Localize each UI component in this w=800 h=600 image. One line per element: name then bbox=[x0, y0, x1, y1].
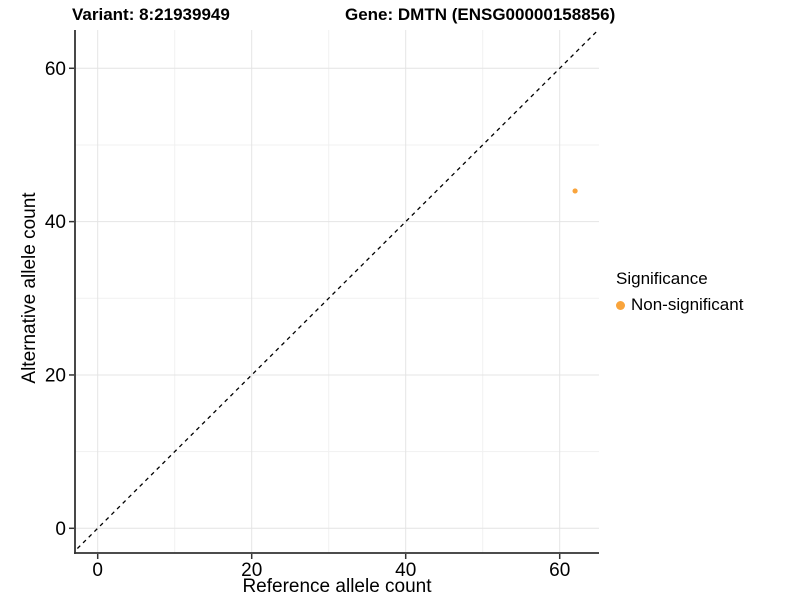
legend-title: Significance bbox=[616, 269, 708, 288]
legend-point-icon bbox=[616, 300, 625, 310]
legend-item: Non-significant bbox=[616, 295, 743, 315]
plot-title-variant: Variant: 8:21939949 bbox=[72, 5, 230, 24]
data-point bbox=[572, 188, 578, 194]
y-axis-title: Alternative allele count bbox=[19, 192, 40, 384]
y-tick-label: 40 bbox=[45, 212, 66, 233]
y-tick-label: 0 bbox=[55, 519, 66, 540]
legend-item-label: Non-significant bbox=[631, 295, 744, 314]
legend: Significance Non-significant bbox=[616, 269, 743, 315]
y-tick-label: 60 bbox=[45, 59, 66, 80]
x-tick-label: 60 bbox=[549, 560, 570, 581]
identity-line bbox=[75, 30, 599, 552]
x-tick-label: 0 bbox=[92, 560, 103, 581]
x-axis-title: Reference allele count bbox=[242, 576, 432, 597]
x-tick-label: 20 bbox=[241, 560, 262, 581]
y-tick-label: 20 bbox=[45, 365, 66, 386]
x-tick-label: 40 bbox=[395, 560, 416, 581]
plot-title-gene: Gene: DMTN (ENSG00000158856) bbox=[345, 5, 616, 24]
